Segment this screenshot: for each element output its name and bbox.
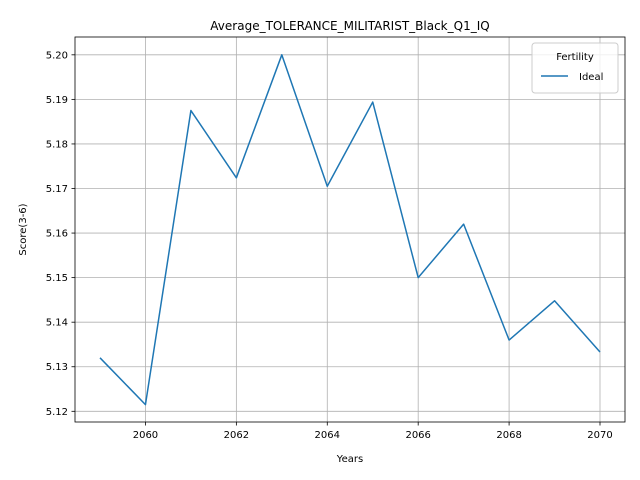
chart-title: Average_TOLERANCE_MILITARIST_Black_Q1_IQ bbox=[210, 19, 489, 33]
y-axis-ticks: 5.12 5.13 5.14 5.15 5.16 5.17 5.18 5.19 5.20 bbox=[46, 50, 75, 418]
y-tick-label: 5.17 bbox=[46, 184, 68, 195]
x-tick-label: 2060 bbox=[133, 430, 158, 441]
y-tick-label: 5.19 bbox=[46, 95, 68, 106]
x-tick-label: 2064 bbox=[315, 430, 340, 441]
x-tick-label: 2070 bbox=[587, 430, 612, 441]
legend-label-ideal: Ideal bbox=[579, 72, 603, 83]
y-tick-label: 5.14 bbox=[46, 318, 68, 329]
x-tick-label: 2062 bbox=[224, 430, 249, 441]
x-tick-label: 2068 bbox=[496, 430, 521, 441]
legend-title: Fertility bbox=[556, 52, 594, 63]
legend: Fertility Ideal bbox=[531, 42, 619, 94]
grid-lines bbox=[75, 37, 625, 422]
legend-box bbox=[531, 42, 619, 94]
x-axis-label: Years bbox=[336, 454, 363, 465]
y-tick-label: 5.15 bbox=[46, 273, 68, 284]
y-tick-label: 5.18 bbox=[46, 139, 68, 150]
y-tick-label: 5.20 bbox=[46, 50, 68, 61]
y-axis-label: Score(3-6) bbox=[18, 203, 29, 255]
y-tick-label: 5.16 bbox=[46, 229, 68, 240]
plot-frame bbox=[74, 36, 626, 423]
x-tick-label: 2066 bbox=[405, 430, 430, 441]
series-line-ideal bbox=[99, 54, 601, 406]
y-tick-label: 5.12 bbox=[46, 407, 68, 418]
series-group bbox=[99, 54, 601, 406]
x-axis-ticks: 2060 2062 2064 2066 2068 2070 bbox=[133, 422, 613, 441]
y-tick-label: 5.13 bbox=[46, 362, 68, 373]
